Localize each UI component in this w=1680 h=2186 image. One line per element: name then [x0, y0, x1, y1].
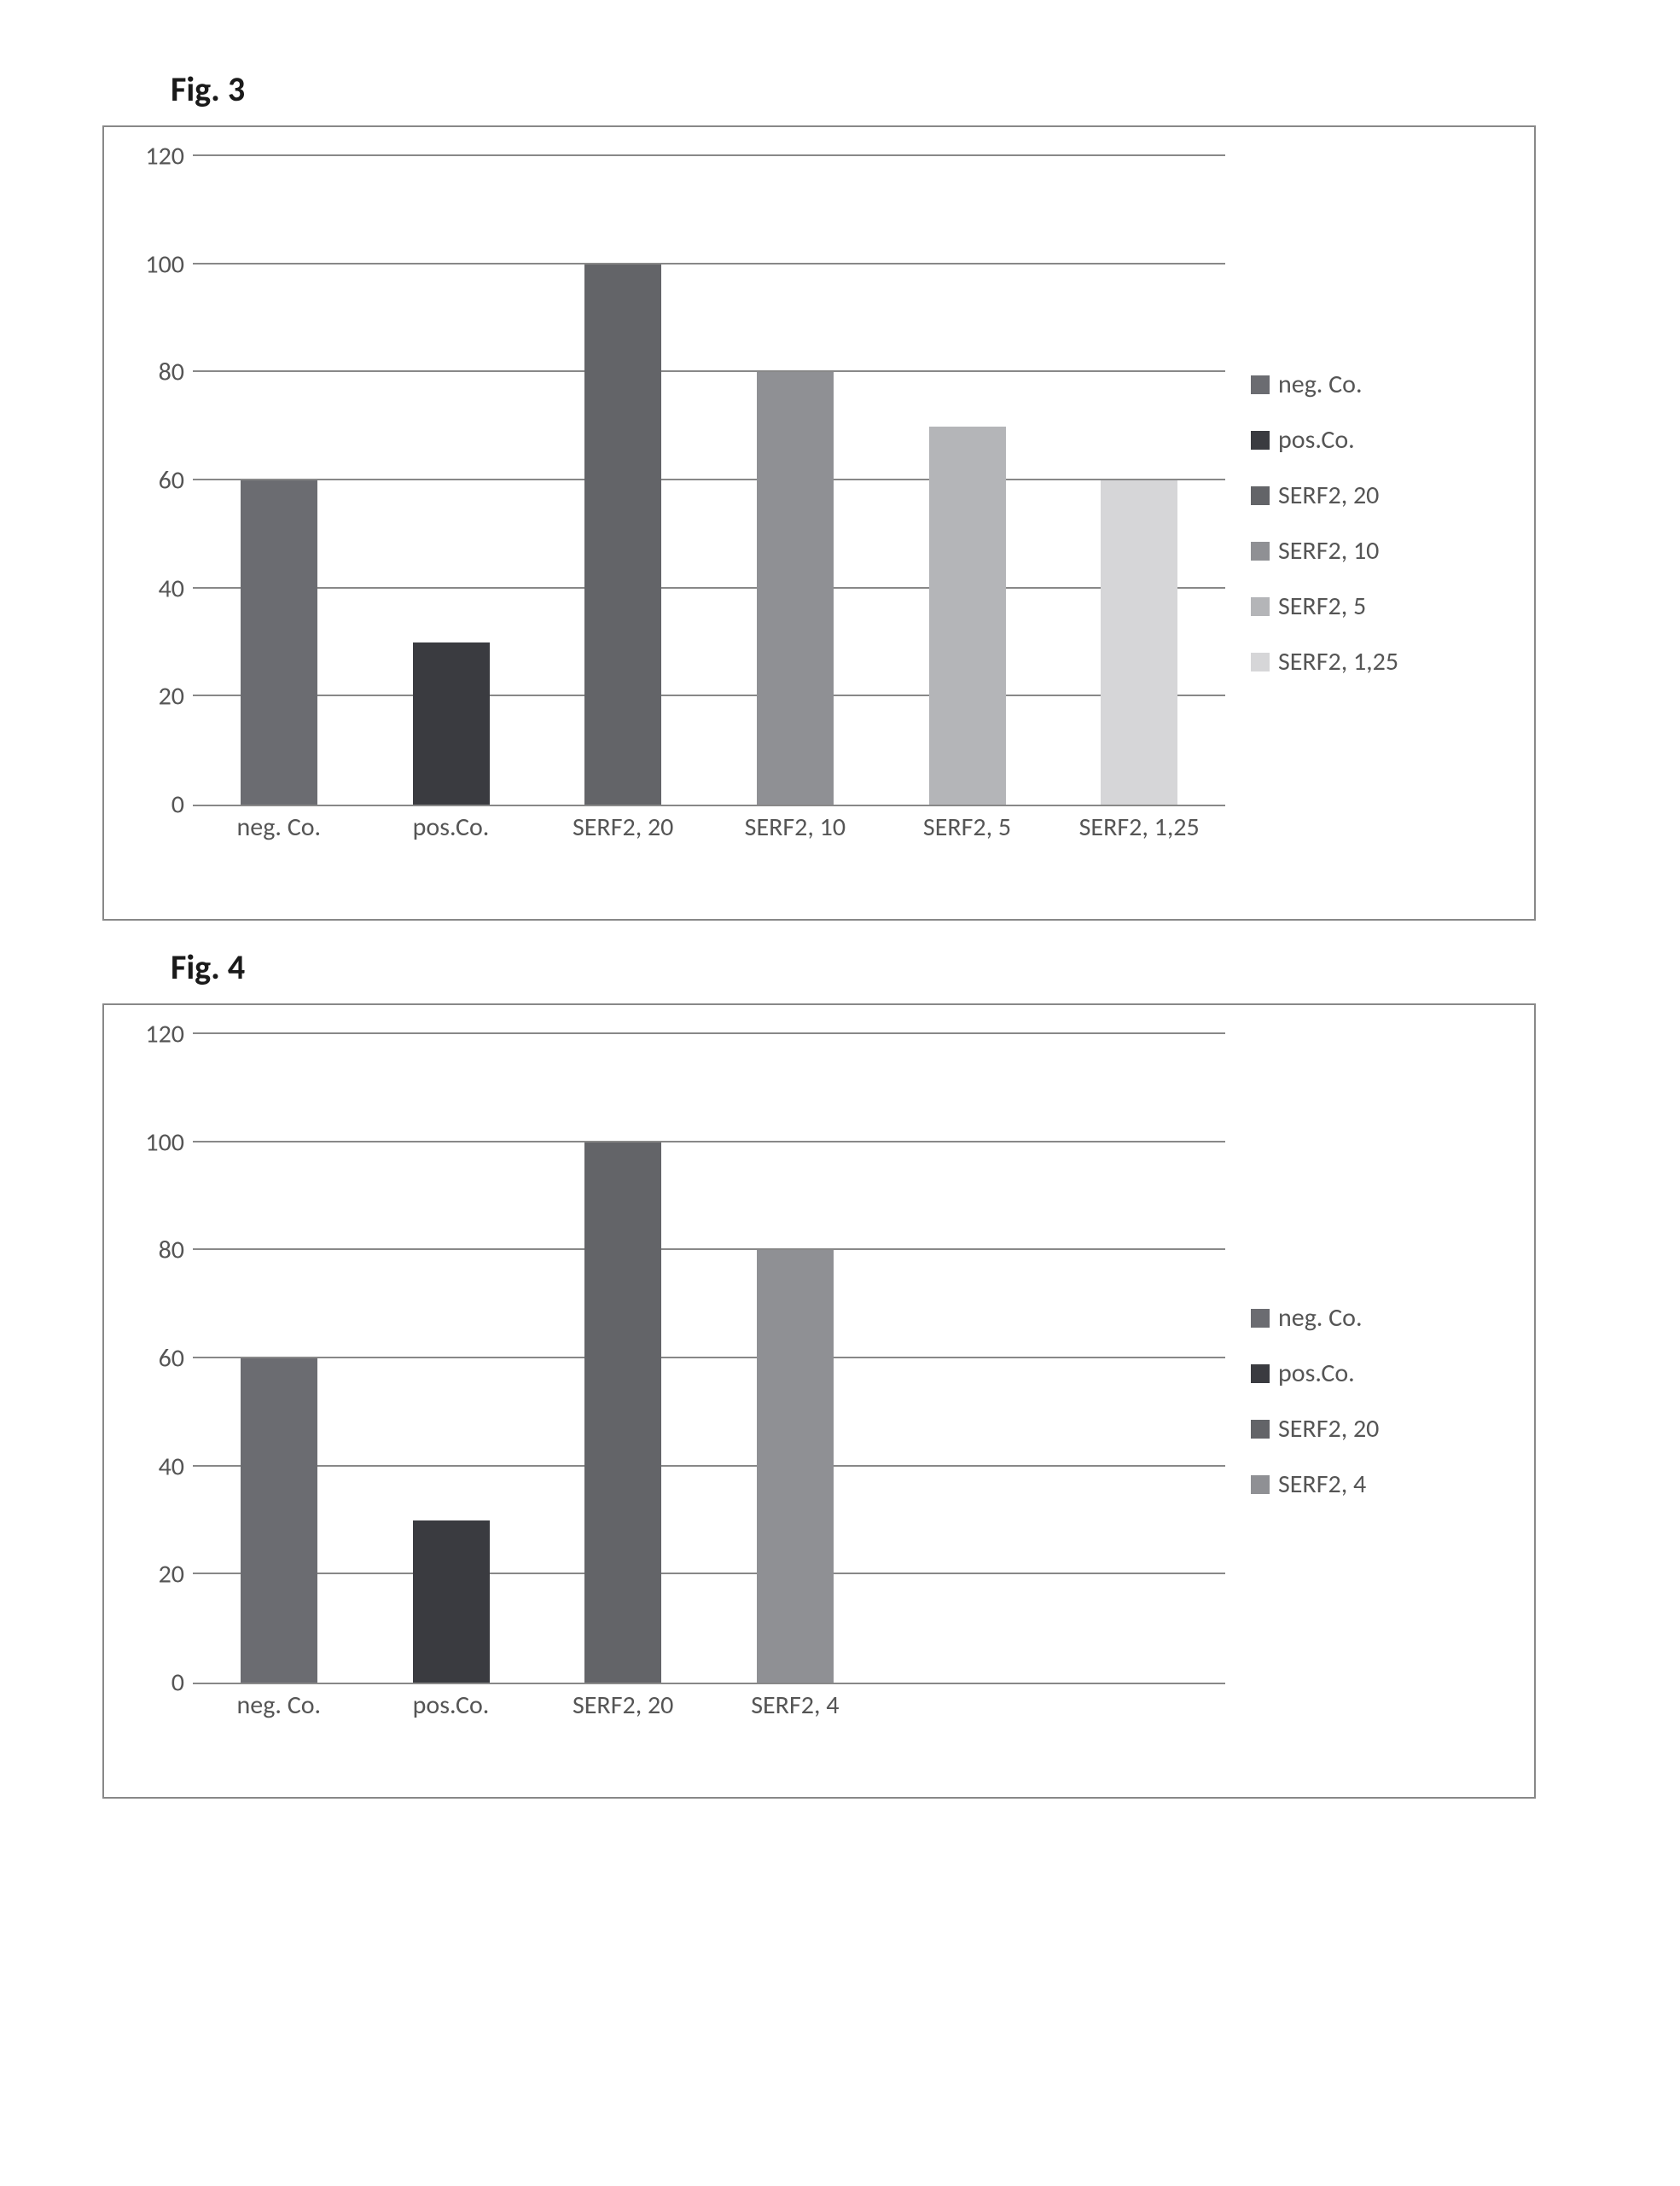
plot-wrapper: 020406080100120neg. Co.pos.Co.SERF2, 20S…	[125, 148, 1225, 898]
bar-slot	[193, 156, 365, 805]
legend-swatch	[1251, 1309, 1270, 1328]
legend-label: SERF2, 20	[1278, 1413, 1379, 1445]
bar	[241, 480, 317, 805]
legend-label: SERF2, 1,25	[1278, 646, 1398, 677]
ytick-label: 80	[159, 1235, 184, 1266]
legend-item: SERF2, 10	[1251, 535, 1398, 567]
bar-slot	[193, 1034, 365, 1683]
ytick-label: 40	[159, 573, 184, 604]
bar-slot	[537, 1034, 709, 1683]
ytick-label: 100	[145, 1126, 184, 1158]
xtick-label: SERF2, 4	[709, 1689, 881, 1721]
bars-container	[193, 156, 1225, 805]
legend-item: SERF2, 20	[1251, 480, 1398, 511]
legend-item: pos.Co.	[1251, 1358, 1379, 1389]
xtick-label: neg. Co.	[193, 1689, 365, 1721]
legend-label: SERF2, 4	[1278, 1468, 1366, 1500]
ytick-label: 20	[159, 681, 184, 712]
chart-frame: 020406080100120neg. Co.pos.Co.SERF2, 20S…	[102, 1003, 1536, 1799]
xtick-label: pos.Co.	[365, 811, 538, 843]
bar-slot	[365, 156, 538, 805]
legend-swatch	[1251, 597, 1270, 616]
xtick-label: SERF2, 5	[881, 811, 1054, 843]
legend-item: SERF2, 1,25	[1251, 646, 1398, 677]
legend-label: neg. Co.	[1278, 1302, 1363, 1334]
bar-slot	[881, 156, 1054, 805]
bar	[929, 427, 1006, 805]
legend-item: SERF2, 5	[1251, 590, 1398, 622]
legend: neg. Co. pos.Co. SERF2, 20 SERF2, 10 SERF2, …	[1251, 369, 1398, 677]
bar-slot	[1053, 156, 1225, 805]
bar	[1101, 480, 1177, 805]
ytick-label: 40	[159, 1451, 184, 1482]
plot-wrapper: 020406080100120 neg. Co.pos.Co.SERF2, 20S…	[125, 1026, 1225, 1776]
legend-label: SERF2, 10	[1278, 535, 1379, 567]
xtick-label: SERF2, 20	[537, 1689, 709, 1721]
bar-slot	[881, 1034, 1054, 1683]
bar-slot	[1053, 1034, 1225, 1683]
legend-swatch	[1251, 375, 1270, 394]
xtick-label: SERF2, 10	[709, 811, 881, 843]
ytick-label: 0	[171, 789, 184, 821]
xlabels-row: neg. Co.pos.Co.SERF2, 20SERF2, 4	[193, 1689, 1225, 1721]
legend-label: SERF2, 5	[1278, 590, 1366, 622]
xtick-label: SERF2, 20	[537, 811, 709, 843]
legend-item: pos.Co.	[1251, 424, 1398, 456]
figure-title: Fig. 3	[171, 68, 1578, 110]
xtick-label: SERF2, 1,25	[1053, 811, 1225, 843]
legend-label: neg. Co.	[1278, 369, 1363, 400]
legend-swatch	[1251, 542, 1270, 561]
legend-swatch	[1251, 1420, 1270, 1439]
ytick-label: 60	[159, 465, 184, 497]
bar	[584, 265, 661, 805]
bar	[757, 372, 834, 805]
legend-item: SERF2, 20	[1251, 1413, 1379, 1445]
plot-area: 020406080100120	[193, 1034, 1225, 1684]
legend: neg. Co. pos.Co. SERF2, 20 SERF2, 4	[1251, 1302, 1379, 1500]
legend-label: SERF2, 20	[1278, 480, 1379, 511]
figure-title: Fig. 4	[171, 946, 1578, 988]
legend-swatch	[1251, 1364, 1270, 1383]
xtick-label	[881, 1689, 1054, 1721]
legend-item: SERF2, 4	[1251, 1468, 1379, 1500]
legend-item: neg. Co.	[1251, 369, 1398, 400]
xtick-label: pos.Co.	[365, 1689, 538, 1721]
bar	[584, 1142, 661, 1683]
legend-label: pos.Co.	[1278, 424, 1355, 456]
ytick-label: 60	[159, 1343, 184, 1375]
ytick-label: 20	[159, 1559, 184, 1590]
xtick-label	[1053, 1689, 1225, 1721]
bar-slot	[365, 1034, 538, 1683]
legend-item: neg. Co.	[1251, 1302, 1379, 1334]
xtick-label: neg. Co.	[193, 811, 365, 843]
bar	[757, 1250, 834, 1683]
bar	[241, 1358, 317, 1683]
ytick-label: 80	[159, 357, 184, 388]
ytick-label: 100	[145, 248, 184, 280]
legend-swatch	[1251, 431, 1270, 450]
ytick-label: 120	[145, 1019, 184, 1050]
xlabels-row: neg. Co.pos.Co.SERF2, 20SERF2, 10SERF2, …	[193, 811, 1225, 843]
bar-slot	[709, 156, 881, 805]
legend-swatch	[1251, 653, 1270, 671]
page-root: Fig. 3020406080100120neg. Co.pos.Co.SERF…	[102, 68, 1578, 1799]
bars-container	[193, 1034, 1225, 1683]
bar	[413, 1520, 490, 1683]
plot-area: 020406080100120	[193, 156, 1225, 806]
chart-frame: 020406080100120neg. Co.pos.Co.SERF2, 20S…	[102, 125, 1536, 921]
bar-slot	[537, 156, 709, 805]
legend-label: pos.Co.	[1278, 1358, 1355, 1389]
bar	[413, 642, 490, 805]
ytick-label: 120	[145, 141, 184, 172]
legend-swatch	[1251, 486, 1270, 505]
ytick-label: 0	[171, 1667, 184, 1699]
legend-swatch	[1251, 1475, 1270, 1494]
bar-slot	[709, 1034, 881, 1683]
